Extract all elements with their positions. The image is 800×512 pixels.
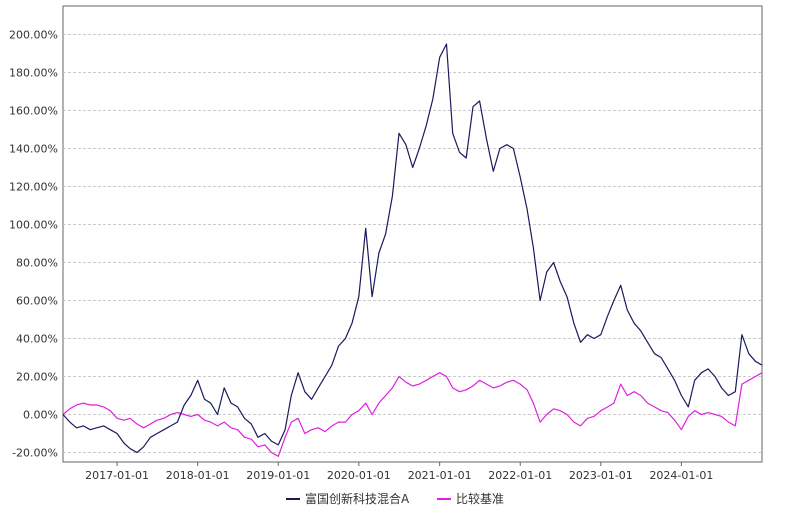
y-tick-label: 120.00% — [9, 181, 58, 194]
y-tick-label: 100.00% — [9, 219, 58, 232]
y-tick-label: -20.00% — [12, 447, 58, 460]
x-tick-label: 2022-01-01 — [488, 469, 552, 482]
x-tick-label: 2023-01-01 — [569, 469, 633, 482]
y-tick-label: 0.00% — [23, 409, 58, 422]
x-tick-label: 2021-01-01 — [408, 469, 472, 482]
series-line-benchmark — [62, 372, 763, 457]
x-tick-label: 2024-01-01 — [649, 469, 713, 482]
y-tick-label: 180.00% — [9, 67, 58, 80]
y-tick-label: 160.00% — [9, 105, 58, 118]
y-tick-label: 60.00% — [16, 295, 58, 308]
legend-label: 富国创新科技混合A — [305, 491, 410, 506]
x-tick-label: 2017-01-01 — [85, 469, 149, 482]
y-tick-label: 40.00% — [16, 333, 58, 346]
y-tick-label: 20.00% — [16, 371, 58, 384]
legend: 富国创新科技混合A 比较基准 — [286, 491, 504, 506]
y-tick-label: 200.00% — [9, 29, 58, 42]
legend-label: 比较基准 — [456, 491, 504, 506]
y-tick-label: 80.00% — [16, 257, 58, 270]
series-line-fund — [62, 43, 763, 454]
plot-area — [62, 5, 763, 463]
y-tick-label: 140.00% — [9, 143, 58, 156]
x-tick-label: 2019-01-01 — [246, 469, 310, 482]
x-tick-label: 2020-01-01 — [327, 469, 391, 482]
x-tick-label: 2018-01-01 — [166, 469, 230, 482]
